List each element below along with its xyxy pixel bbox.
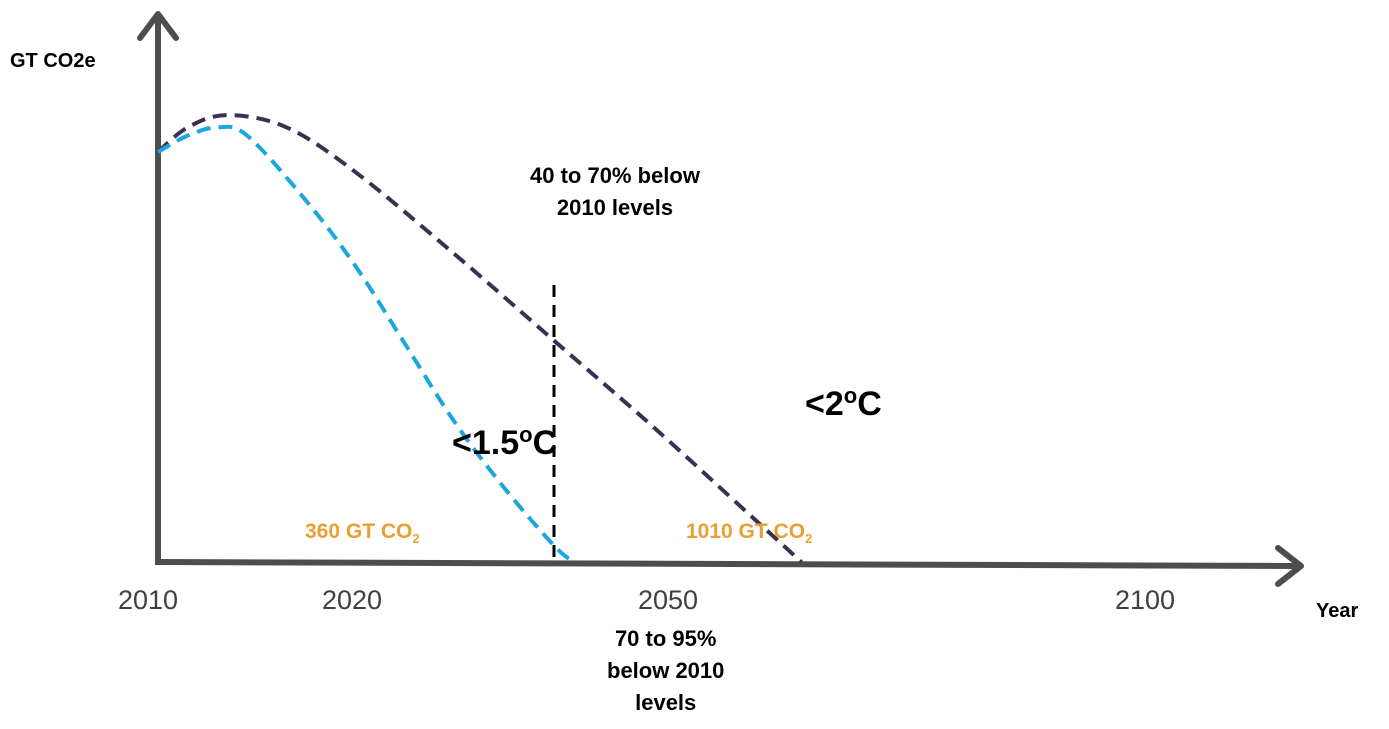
x-tick-2100: 2100 xyxy=(1115,585,1176,615)
onefive-carbon-budget-label: 360 GT CO2 xyxy=(305,520,420,546)
two-degree-label: <2oC xyxy=(805,383,882,424)
two-degree-reduction-note: 40 to 70% below 2010 levels xyxy=(530,160,700,224)
onefive-degree-label-degree: o xyxy=(519,422,533,447)
two-degree-budget-subscript: 2 xyxy=(805,531,813,546)
onefive-degree-label-prefix: <1.5 xyxy=(452,424,520,462)
two-degree-pathway-line xyxy=(156,113,803,564)
axes xyxy=(137,11,1304,587)
onefive-degree-reduction-note: 70 to 95% below 2010 levels xyxy=(607,623,724,719)
two-degree-label-degree: o xyxy=(843,383,858,408)
x-tick-2020: 2020 xyxy=(322,585,383,615)
two-degree-note-line2: 2010 levels xyxy=(556,194,674,220)
onefive-note-line3: levels xyxy=(635,689,697,715)
two-degree-budget-main: 1010 GT CO xyxy=(686,520,806,543)
onefive-degree-pathway-line xyxy=(157,124,576,564)
onefive-degree-label-unit: C xyxy=(532,424,558,462)
two-degree-label-prefix: <2 xyxy=(805,385,844,423)
two-degree-note-line1: 40 to 70% below xyxy=(530,163,700,188)
x-axis-title: Year xyxy=(1316,600,1359,622)
two-degree-carbon-budget-label: 1010 GT CO2 xyxy=(686,520,812,546)
onefive-note-line2: below 2010 xyxy=(607,657,725,683)
onefive-note-line1: 70 to 95% xyxy=(614,626,717,651)
y-axis-title: GT CO2e xyxy=(10,50,96,72)
x-axis-arrow xyxy=(1275,545,1304,587)
onefive-budget-subscript: 2 xyxy=(412,531,420,546)
y-axis-arrow xyxy=(137,11,179,41)
x-tick-2010: 2010 xyxy=(118,585,179,615)
x-tick-2050: 2050 xyxy=(638,585,699,615)
onefive-budget-main: 360 GT CO xyxy=(305,520,413,543)
x-axis-line xyxy=(154,559,1299,569)
onefive-degree-label: <1.5oC xyxy=(452,422,557,463)
two-degree-label-unit: C xyxy=(857,385,882,423)
